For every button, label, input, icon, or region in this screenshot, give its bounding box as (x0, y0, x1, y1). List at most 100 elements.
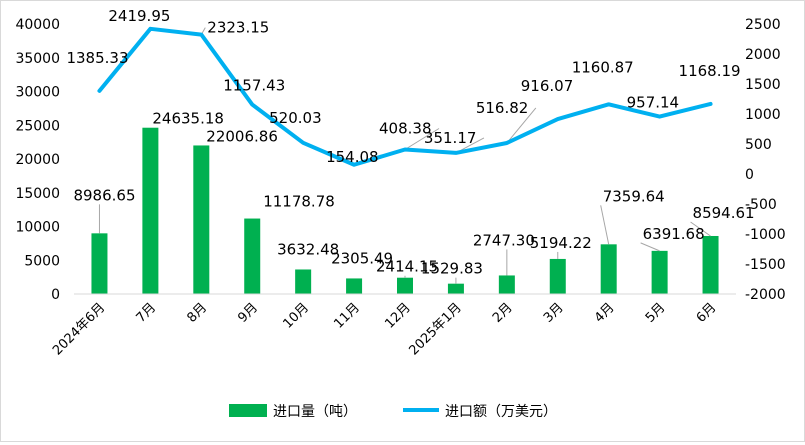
line-value-label: 520.03 (269, 109, 322, 127)
line-point (301, 141, 305, 145)
line-path (97, 26, 713, 167)
bar (498, 275, 515, 294)
line-value-label: 1385.33 (66, 49, 128, 67)
legend-line-label: 进口额（万美元） (445, 404, 557, 420)
left-axis-tick-label: 20000 (15, 152, 60, 168)
line-value-label: 2323.15 (207, 19, 269, 37)
bar (244, 218, 261, 294)
category-label: 11月 (331, 300, 362, 331)
category-label: 2024年6月 (50, 300, 108, 358)
line-point (148, 27, 152, 31)
category-label: 4月 (592, 300, 618, 326)
legend-bar-swatch (229, 404, 267, 417)
line-point (403, 147, 407, 151)
line-point (709, 102, 713, 106)
leader-line (404, 128, 440, 150)
bar-value-label: 2747.30 (473, 231, 535, 249)
right-axis-tick-label: 1000 (745, 107, 781, 123)
left-axis-tick-label: 25000 (15, 118, 60, 134)
leader-line (640, 242, 660, 252)
right-axis-tick-label: 2000 (745, 47, 781, 63)
bar (346, 278, 363, 294)
line-value-label: 516.82 (476, 99, 529, 117)
bar-value-label: 8986.65 (73, 186, 135, 204)
left-axis-tick-label: 10000 (15, 220, 60, 236)
leader-line (600, 205, 610, 245)
left-axis-tick-label: 35000 (15, 51, 60, 67)
left-axis-tick-label: 0 (51, 287, 60, 303)
line-value-label: 2419.95 (108, 7, 170, 25)
bar (142, 127, 159, 295)
category-label: 3月 (541, 300, 567, 326)
line-point (97, 89, 101, 93)
category-label: 9月 (235, 300, 261, 326)
bar-value-label: 7359.64 (603, 187, 665, 205)
left-y-axis: 0 5000 10000 15000 20000 25000 30000 35000 40000 (15, 17, 60, 303)
line-value-label: 1157.43 (223, 77, 285, 95)
left-axis-tick-label: 15000 (15, 186, 60, 202)
category-label: 8月 (184, 300, 210, 326)
line-point (505, 141, 509, 145)
leader-line (506, 107, 537, 144)
category-label: 10月 (280, 300, 311, 331)
category-label: 7月 (134, 300, 160, 326)
category-label: 2月 (490, 300, 516, 326)
right-axis-tick-label: 1500 (745, 77, 781, 93)
bar (600, 244, 617, 294)
line-point (556, 117, 560, 121)
bar (193, 145, 210, 294)
right-axis-tick-label: -500 (745, 197, 777, 213)
bar (397, 277, 413, 294)
category-label: 2025年1月 (407, 300, 465, 358)
line-point (607, 102, 611, 106)
left-axis-tick-label: 40000 (15, 17, 60, 33)
bar (91, 233, 108, 294)
legend-bar-label: 进口量（吨） (273, 404, 357, 420)
bar (295, 269, 312, 294)
bar (447, 283, 464, 294)
line-value-label: 351.17 (424, 129, 477, 147)
line-value-label: 154.08 (326, 148, 379, 166)
line-point (454, 151, 458, 155)
category-label: 5月 (643, 300, 669, 326)
right-y-axis: -2000 -1500 -1000 -500 0 500 1000 1500 2000 2500 (745, 17, 786, 303)
right-axis-tick-label: -1000 (745, 227, 786, 243)
line-value-label: 916.07 (521, 77, 574, 95)
bar (651, 250, 668, 294)
right-axis-tick-label: -2000 (745, 287, 786, 303)
line-value-label: 1168.19 (679, 62, 741, 80)
line-value-label: 1160.87 (572, 58, 634, 76)
line-point (250, 103, 254, 107)
bar (702, 235, 719, 294)
leader-line (690, 221, 711, 237)
bar-value-label: 2305.49 (331, 249, 393, 267)
bar-value-label: 2414.15 (376, 258, 438, 276)
legend: 进口量（吨） 进口额（万美元） (229, 404, 557, 420)
category-label: 6月 (694, 300, 720, 326)
bar-value-label: 6391.68 (643, 225, 705, 243)
line-point (199, 33, 203, 37)
left-axis-tick-label: 5000 (24, 253, 60, 269)
leader-lines (98, 27, 711, 284)
bar-value-label: 11178.78 (263, 193, 335, 211)
bar-value-label: 22006.86 (206, 127, 278, 145)
data-labels: 8986.6524635.1822006.8611178.783632.4823… (66, 7, 754, 278)
bar-value-label: 3632.48 (277, 240, 339, 258)
bar-value-label: 24635.18 (152, 110, 224, 128)
category-label: 12月 (382, 300, 413, 331)
right-axis-tick-label: 500 (745, 137, 772, 153)
bar-value-label: 5194.22 (530, 234, 592, 252)
right-axis-tick-label: 0 (745, 167, 754, 183)
line-point (658, 115, 662, 119)
bar-series (74, 127, 736, 295)
right-axis-tick-label: 2500 (745, 17, 781, 33)
right-axis-tick-label: -1500 (745, 257, 786, 273)
line-value-label: 957.14 (627, 94, 680, 112)
bar (549, 258, 566, 294)
line-point (352, 163, 356, 167)
bar-value-label: 8594.61 (693, 204, 755, 222)
line-series (97, 26, 713, 167)
